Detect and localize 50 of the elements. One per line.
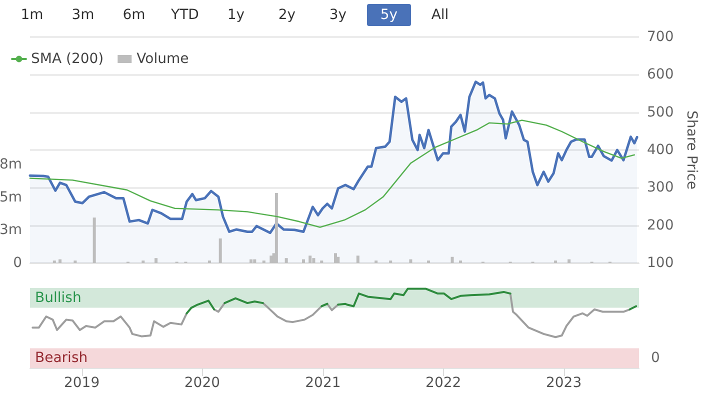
y-tick-label: 400	[647, 142, 674, 158]
y-axis-title: Share Price	[684, 110, 700, 190]
text: 1m	[20, 6, 44, 25]
legend-label: Volume	[136, 51, 189, 67]
y2-tick-label: 3m	[0, 222, 22, 238]
x-tick-label: 2020	[184, 375, 220, 391]
text: 0	[651, 350, 660, 366]
bar	[92, 218, 96, 263]
x-tick-label: 2019	[64, 375, 100, 391]
y-tick-label: 600	[647, 66, 674, 83]
bar	[312, 258, 316, 263]
y-tick-label: 100	[647, 255, 674, 271]
band-label: Bearish	[35, 350, 88, 366]
y-tick-label: 500	[647, 104, 674, 120]
bar	[218, 238, 222, 263]
x-tick-label: 2022	[426, 375, 462, 391]
x-tick-label: 2021	[305, 375, 341, 391]
y2-tick-label: 5m	[0, 190, 22, 206]
bar	[568, 259, 571, 263]
text: 5y	[367, 4, 411, 26]
text: 6m	[122, 6, 146, 25]
x-tick-label: 2023	[546, 375, 582, 391]
y2-tick-label: 8m	[0, 156, 22, 173]
legend-label: SMA (200)	[31, 51, 104, 67]
band-label: Bullish	[35, 290, 82, 306]
bar	[274, 192, 278, 263]
bar	[336, 256, 340, 263]
y-tick-label: 300	[647, 180, 674, 196]
line-series	[29, 120, 636, 228]
bar	[450, 256, 454, 263]
text: 3y	[328, 6, 348, 25]
bar	[58, 259, 62, 263]
bar	[356, 256, 360, 263]
bar	[409, 259, 412, 263]
text: All	[430, 6, 450, 25]
bar	[270, 256, 273, 263]
bar	[253, 259, 256, 263]
bar	[308, 256, 312, 263]
bar	[284, 258, 288, 263]
bar	[154, 258, 158, 263]
bar	[334, 253, 337, 263]
y-tick-label: 700	[647, 29, 674, 45]
y2-tick-label: 0	[13, 255, 22, 271]
text: 2y	[277, 6, 297, 25]
bar	[250, 259, 253, 263]
y-tick-label: 200	[647, 217, 674, 234]
text: YTD	[170, 6, 200, 25]
text: 3m	[70, 6, 96, 25]
bar	[302, 259, 305, 263]
text: 1y	[226, 6, 246, 25]
